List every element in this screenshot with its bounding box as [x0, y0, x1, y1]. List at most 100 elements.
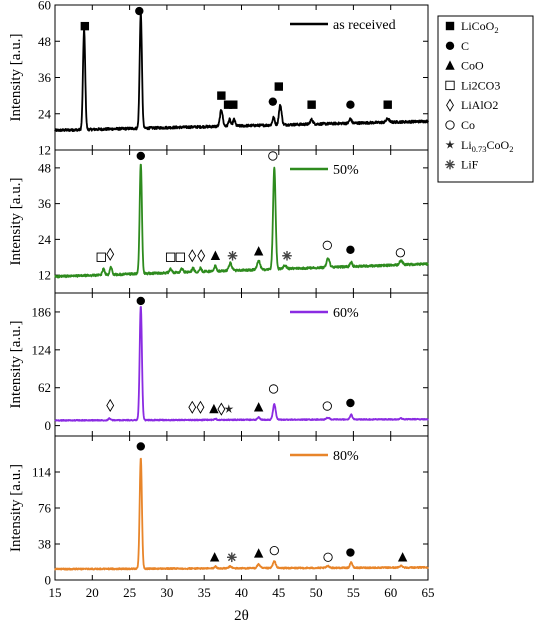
panel-4: 0 38 76 114 Intensity [a.u.] 80%	[8, 435, 429, 588]
panel-frame	[54, 435, 429, 581]
peak-marker-square-filled	[217, 91, 226, 100]
x-axis-label: 2θ	[234, 608, 249, 624]
peak-marker-circle-filled	[268, 97, 278, 106]
peak-marker-diamond-open	[106, 247, 115, 261]
legend-symbol-square-open	[445, 80, 455, 91]
panel-2: 12 24 36 48 Intensity [a.u.] 50%	[8, 149, 429, 294]
peak-marker-asterisk	[227, 250, 238, 261]
y-axis-label: Intensity [a.u.]	[8, 321, 24, 409]
legend-symbol-square-filled	[445, 21, 455, 31]
series-label: 80%	[333, 449, 359, 464]
peak-marker-circle-filled	[136, 151, 145, 161]
peak-marker-circle-filled	[136, 296, 145, 306]
peak-marker-diamond-open	[197, 249, 206, 263]
x-tick-label: 60	[384, 585, 397, 600]
y-tick-label: 24	[38, 106, 52, 121]
panel-3: 0 62 124 186 Intensity [a.u.] 60%	[8, 292, 429, 437]
series-line	[54, 457, 429, 571]
peak-marker-square-filled	[229, 100, 238, 109]
series-line	[54, 163, 429, 279]
y-axis-label: Intensity [a.u.]	[8, 464, 24, 552]
legend-entry: LiCoO2	[461, 19, 499, 35]
y-tick-label: 60	[38, 0, 51, 13]
peak-marker-circle-filled	[346, 245, 355, 255]
peak-marker-square-filled	[383, 100, 392, 109]
peak-marker-square-filled	[80, 21, 90, 31]
series-label: as received	[333, 18, 396, 33]
y-tick-label: 36	[38, 70, 52, 85]
legend-entry: C	[461, 39, 469, 53]
legend-entry: LiF	[461, 158, 479, 172]
y-tick-label: 24	[38, 232, 52, 247]
peak-marker-asterisk	[282, 250, 292, 261]
y-tick-label: 114	[32, 465, 52, 480]
y-tick-label: 36	[38, 196, 52, 211]
peak-marker-star	[224, 404, 234, 413]
peak-marker-triangle-filled	[210, 250, 221, 260]
peak-marker-square-filled	[274, 82, 283, 91]
legend-symbol-circle-open	[445, 120, 455, 130]
peak-marker-triangle-filled	[253, 246, 264, 256]
y-tick-label: 124	[32, 342, 52, 357]
y-tick-label: 12	[38, 268, 51, 283]
x-tick-label: 15	[49, 585, 62, 600]
peak-marker-triangle-filled	[209, 552, 220, 562]
peak-marker-circle-filled	[136, 442, 145, 451]
peak-marker-diamond-open	[217, 402, 226, 416]
peak-marker-circle-open	[268, 384, 279, 394]
peak-marker-triangle-filled	[397, 552, 408, 562]
peak-marker-square-open	[175, 252, 185, 262]
peak-marker-circle-open	[269, 545, 279, 556]
peak-marker-asterisk	[227, 552, 237, 563]
y-axis-label: Intensity [a.u.]	[8, 34, 24, 122]
series-line	[54, 12, 429, 133]
x-tick-label: 50	[310, 585, 323, 600]
legend-entry: Li0.73CoO2	[461, 138, 513, 154]
x-tick-label: 45	[272, 585, 285, 600]
peak-marker-diamond-open	[196, 400, 205, 414]
peak-marker-square-open	[96, 252, 106, 262]
y-tick-label: 48	[38, 34, 51, 49]
x-tick-label: 40	[235, 585, 248, 600]
legend-entry: LiAlO2	[461, 98, 498, 112]
x-tick-label: 25	[123, 585, 136, 600]
peak-marker-circle-open	[322, 240, 332, 250]
peak-marker-square-filled	[223, 100, 233, 109]
x-tick-label: 65	[422, 585, 435, 600]
peak-marker-triangle-filled	[253, 402, 264, 412]
legend-symbol-triangle-filled	[445, 60, 455, 70]
peak-marker-triangle-filled	[209, 403, 219, 414]
peak-marker-triangle-filled	[253, 548, 264, 558]
legend-entry: CoO	[461, 59, 484, 73]
y-axis-label: Intensity [a.u.]	[8, 178, 24, 266]
x-tick-label: 20	[86, 585, 99, 600]
peak-marker-diamond-open	[188, 249, 197, 263]
peak-marker-circle-open	[323, 552, 333, 562]
y-tick-label: 12	[38, 143, 51, 158]
y-tick-label: 38	[38, 537, 51, 552]
peak-marker-circle-filled	[346, 100, 355, 109]
legend-symbol-circle-filled	[445, 41, 455, 50]
peak-marker-square-filled	[307, 100, 316, 109]
x-tick-label: 35	[198, 585, 211, 600]
peak-marker-diamond-open	[188, 400, 197, 414]
peak-marker-square-open	[165, 252, 176, 262]
x-tick-label: 30	[160, 585, 173, 600]
legend-box	[437, 15, 534, 183]
panel-1: 12 24 36 48 60 Intensity [a.u.] as received	[8, 0, 429, 158]
series-line	[54, 306, 429, 422]
y-tick-label: 186	[32, 304, 52, 319]
legend-symbol-star	[445, 140, 455, 149]
peak-marker-circle-open	[268, 151, 278, 161]
peak-marker-circle-filled	[346, 548, 355, 557]
x-tick-label: 55	[347, 585, 360, 600]
series-label: 60%	[333, 306, 359, 321]
y-tick-label: 62	[38, 380, 51, 395]
peak-marker-diamond-open	[106, 398, 115, 413]
panel-frame	[54, 292, 429, 437]
series-label: 50%	[333, 163, 359, 178]
peak-marker-circle-filled	[346, 398, 355, 408]
peak-marker-circle-open	[395, 248, 406, 258]
